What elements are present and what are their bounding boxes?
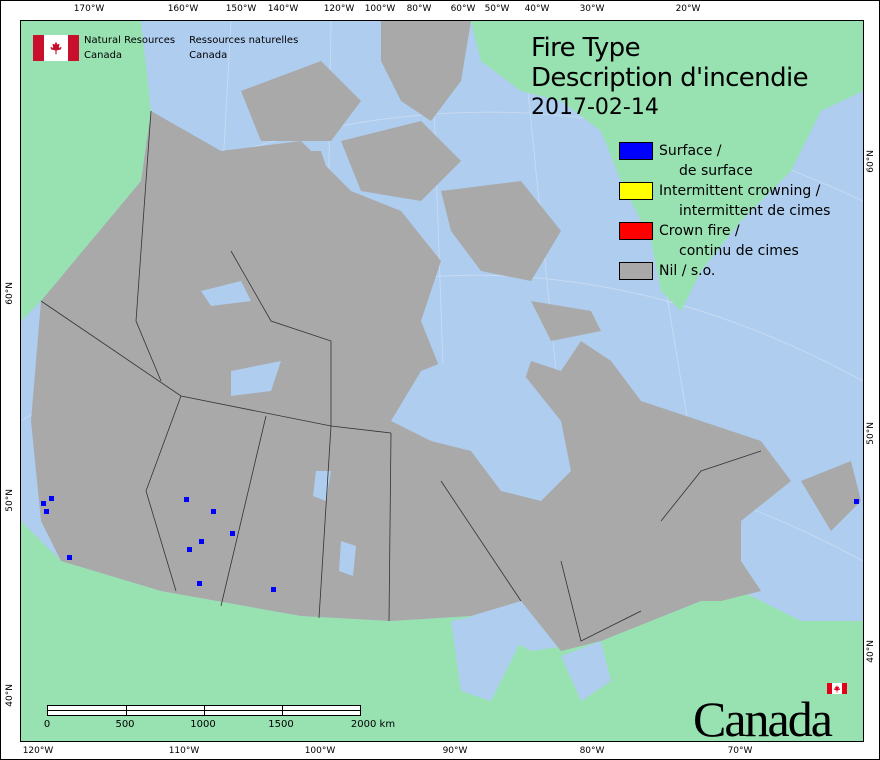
axis-label-bottom: 80°W	[579, 746, 605, 756]
scale-bar-graphic	[47, 705, 361, 716]
legend-item: Crown fire / continu de cimes	[619, 221, 830, 261]
canada-wordmark: Canada	[693, 691, 833, 742]
legend-sublabel: intermittent de cimes	[679, 203, 831, 219]
canada-mainland	[31, 111, 791, 651]
fire-spot	[211, 509, 216, 514]
legend-swatch	[619, 182, 653, 200]
org-country-en: Canada	[84, 50, 123, 61]
axis-label-top: 160°W	[167, 4, 199, 14]
fire-spot	[44, 509, 49, 514]
legend-item: Surface / de surface	[619, 141, 830, 181]
map-date: 2017-02-14	[531, 95, 659, 120]
axis-label-left: 40°N	[5, 684, 15, 707]
axis-label-left: 60°N	[5, 282, 15, 305]
axis-label-top: 120°W	[323, 4, 355, 14]
scale-tick-label: 1000	[190, 719, 216, 730]
borders	[40, 110, 762, 642]
fire-spots	[41, 496, 859, 592]
axis-label-right: 50°N	[866, 422, 876, 445]
scale-tick-label: 2000 km	[350, 719, 396, 730]
fire-spot	[49, 496, 54, 501]
canada-flag-icon	[33, 35, 79, 61]
axis-label-left: 50°N	[5, 489, 15, 512]
title-fr: Description d'incendie	[531, 63, 809, 93]
usa	[21, 521, 863, 741]
scale-tick-label: 0	[43, 719, 51, 730]
alaska	[21, 21, 151, 321]
axis-label-top: 150°W	[225, 4, 257, 14]
fire-spot	[67, 555, 72, 560]
axis-label-bottom: 100°W	[304, 746, 336, 756]
axis-label-top: 80°W	[406, 4, 432, 14]
map-title: Fire Type Description d'incendie 2017-02…	[531, 33, 809, 123]
axis-label-top: 30°W	[579, 4, 605, 14]
legend-item: Nil / s.o.	[619, 261, 830, 281]
axis-label-bottom: 70°W	[727, 746, 753, 756]
map-canvas	[21, 21, 863, 741]
fire-spot	[187, 547, 192, 552]
nrcan-signature: Natural Resources Canada Ressources natur…	[33, 33, 298, 63]
axis-label-top: 60°W	[450, 4, 476, 14]
legend-label: Intermittent crowning /	[659, 183, 821, 199]
axis-label-bottom: 120°W	[22, 746, 54, 756]
axis-label-top: 140°W	[267, 4, 299, 14]
fire-spot	[41, 501, 46, 506]
axis-label-top: 170°W	[73, 4, 105, 14]
fire-spot	[230, 531, 235, 536]
scale-tick-label: 500	[115, 719, 135, 730]
axis-label-bottom: 110°W	[168, 746, 200, 756]
axis-label-top: 20°W	[675, 4, 701, 14]
fire-spot	[197, 581, 202, 586]
water-bodies	[201, 281, 611, 701]
legend-swatch	[619, 262, 653, 280]
axis-label-right: 40°N	[866, 640, 876, 663]
legend-label: Crown fire /	[659, 223, 740, 239]
legend-sublabel: de surface	[679, 163, 753, 179]
axis-label-right: 60°N	[866, 150, 876, 173]
fire-spot	[199, 539, 204, 544]
legend-label: Surface /	[659, 143, 722, 159]
legend-item: Intermittent crowning / intermittent de c…	[619, 181, 830, 221]
scale-tick-label: 1500	[268, 719, 294, 730]
legend-label: Nil / s.o.	[659, 263, 716, 279]
legend-sublabel: continu de cimes	[679, 243, 799, 259]
org-name-en: Natural Resources	[84, 35, 176, 46]
legend-swatch	[619, 222, 653, 240]
axis-label-top: 100°W	[364, 4, 396, 14]
axis-label-bottom: 90°W	[442, 746, 468, 756]
fire-spot	[271, 587, 276, 592]
title-en: Fire Type	[531, 33, 641, 63]
wordmark-flag-icon	[827, 683, 847, 694]
legend: Surface / de surface Intermittent crowning…	[619, 141, 830, 281]
legend-swatch	[619, 142, 653, 160]
org-country-fr: Canada	[189, 50, 228, 61]
axis-label-top: 50°W	[484, 4, 510, 14]
arctic-islands	[241, 21, 861, 531]
greenland	[471, 21, 863, 311]
axis-label-top: 40°W	[524, 4, 550, 14]
org-name-fr: Ressources naturelles	[189, 35, 299, 46]
fire-spot	[854, 499, 859, 504]
map-area[interactable]: Natural Resources Canada Ressources natur…	[20, 20, 864, 742]
scale-bar: 0 500 1000 1500 2000 km	[43, 705, 407, 737]
fire-spot	[184, 497, 189, 502]
